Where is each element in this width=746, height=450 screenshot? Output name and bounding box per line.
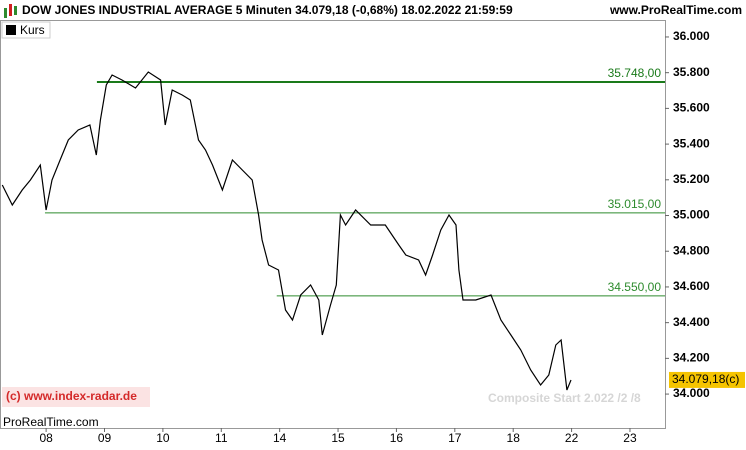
legend-label: Kurs [20, 23, 45, 37]
level-label-bg [609, 197, 663, 210]
copyright: (c) www.index-radar.de [6, 389, 137, 403]
last-price-box [669, 371, 745, 388]
last-price-label: 34.079,18(c) [672, 372, 739, 386]
level-label: 35.015,00 [608, 197, 662, 211]
y-tick-label: 34.800 [673, 243, 710, 257]
x-tick-label: 11 [215, 431, 228, 445]
x-tick-label: 14 [273, 431, 287, 445]
axes: 34.000 34.200 34.400 34.600 34.800 35.000 35.2… [39, 29, 710, 445]
plot-frame [0, 20, 666, 429]
y-tick-label: 34.600 [673, 279, 710, 293]
x-tick-label: 22 [565, 431, 579, 445]
y-tick-label: 35.800 [673, 65, 710, 79]
y-tick-label: 35.400 [673, 136, 710, 150]
y-tick-label: 34.000 [673, 386, 710, 400]
y-tick-label: 35.200 [673, 172, 710, 186]
y-tick-label: 34.200 [673, 351, 710, 365]
legend-swatch [6, 25, 16, 35]
copyright-box [2, 387, 150, 407]
x-tick-label: 18 [507, 431, 521, 445]
y-tick-label: 35.000 [673, 208, 710, 222]
logo [4, 4, 17, 18]
x-tick-label: 10 [156, 431, 170, 445]
x-tick-label: 08 [39, 431, 53, 445]
footer: ProRealTime.com [3, 415, 99, 429]
x-tick-label: 09 [98, 431, 112, 445]
level-label-bg [609, 280, 663, 293]
x-tick-label: 17 [448, 431, 462, 445]
x-tick-label: 23 [623, 431, 637, 445]
x-tick-label: 15 [331, 431, 345, 445]
price-line [1, 71, 572, 391]
level-label: 35.748,00 [608, 66, 662, 80]
composite-note: Composite Start 2.022 /2 /8 [488, 391, 641, 405]
x-tick-label: 16 [390, 431, 404, 445]
level-label: 34.550,00 [608, 280, 662, 294]
marks: 35.748,00 35.015,00 34.550,00 34.079,18(c) [1, 66, 745, 391]
chart-title: DOW JONES INDUSTRIAL AVERAGE 5 Minuten 3… [22, 3, 513, 17]
site: www.ProRealTime.com [609, 3, 742, 17]
y-tick-label: 35.600 [673, 101, 710, 115]
y-tick-label: 36.000 [673, 29, 710, 43]
y-tick-label: 34.400 [673, 315, 710, 329]
level-label-bg [609, 66, 663, 79]
